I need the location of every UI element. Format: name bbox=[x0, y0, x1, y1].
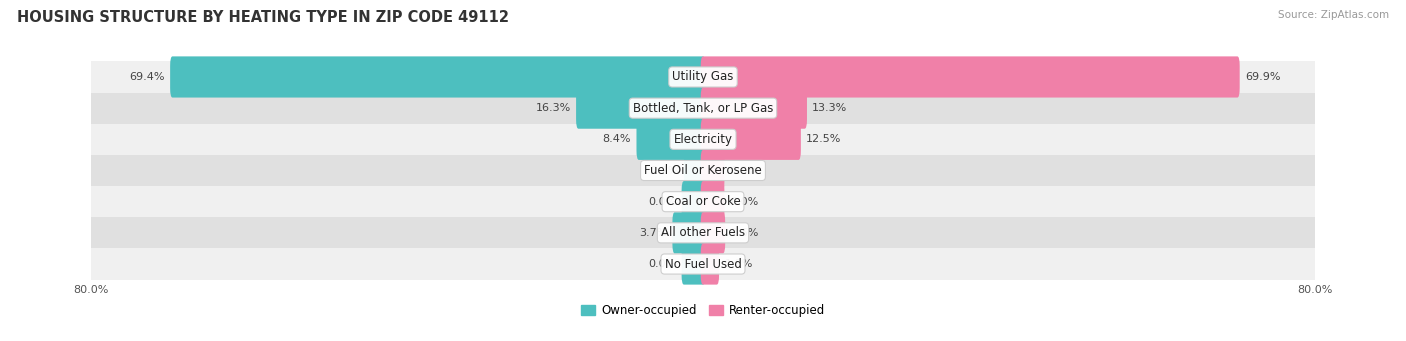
Text: HOUSING STRUCTURE BY HEATING TYPE IN ZIP CODE 49112: HOUSING STRUCTURE BY HEATING TYPE IN ZIP… bbox=[17, 10, 509, 25]
Bar bbox=[91, 249, 1315, 280]
FancyBboxPatch shape bbox=[576, 88, 706, 129]
FancyBboxPatch shape bbox=[700, 150, 724, 191]
Text: 0.0%: 0.0% bbox=[648, 197, 676, 207]
Bar bbox=[91, 124, 1315, 155]
FancyBboxPatch shape bbox=[672, 212, 706, 253]
Text: 0.0%: 0.0% bbox=[730, 197, 758, 207]
FancyBboxPatch shape bbox=[700, 243, 718, 285]
Text: 69.9%: 69.9% bbox=[1246, 72, 1281, 82]
Text: Electricity: Electricity bbox=[673, 133, 733, 146]
Text: 2.6%: 2.6% bbox=[731, 228, 759, 238]
FancyBboxPatch shape bbox=[700, 181, 724, 222]
FancyBboxPatch shape bbox=[700, 119, 801, 160]
FancyBboxPatch shape bbox=[637, 119, 706, 160]
FancyBboxPatch shape bbox=[682, 243, 706, 285]
Text: 2.2%: 2.2% bbox=[650, 165, 679, 176]
FancyBboxPatch shape bbox=[700, 88, 807, 129]
Text: 12.5%: 12.5% bbox=[806, 134, 842, 144]
Text: Utility Gas: Utility Gas bbox=[672, 71, 734, 84]
Bar bbox=[91, 61, 1315, 92]
Text: 3.7%: 3.7% bbox=[638, 228, 666, 238]
FancyBboxPatch shape bbox=[700, 56, 1240, 98]
FancyBboxPatch shape bbox=[682, 181, 706, 222]
FancyBboxPatch shape bbox=[683, 150, 706, 191]
Legend: Owner-occupied, Renter-occupied: Owner-occupied, Renter-occupied bbox=[576, 299, 830, 322]
Text: 8.4%: 8.4% bbox=[603, 134, 631, 144]
FancyBboxPatch shape bbox=[700, 212, 725, 253]
FancyBboxPatch shape bbox=[170, 56, 706, 98]
Text: Coal or Coke: Coal or Coke bbox=[665, 195, 741, 208]
Bar bbox=[91, 155, 1315, 186]
Bar bbox=[91, 217, 1315, 249]
Bar bbox=[91, 92, 1315, 124]
Bar bbox=[91, 186, 1315, 217]
Text: 0.0%: 0.0% bbox=[730, 165, 758, 176]
Text: 16.3%: 16.3% bbox=[536, 103, 571, 113]
Text: 0.0%: 0.0% bbox=[648, 259, 676, 269]
Text: Fuel Oil or Kerosene: Fuel Oil or Kerosene bbox=[644, 164, 762, 177]
Text: 1.8%: 1.8% bbox=[724, 259, 752, 269]
Text: Source: ZipAtlas.com: Source: ZipAtlas.com bbox=[1278, 10, 1389, 20]
Text: 13.3%: 13.3% bbox=[813, 103, 848, 113]
Text: All other Fuels: All other Fuels bbox=[661, 226, 745, 239]
Text: No Fuel Used: No Fuel Used bbox=[665, 257, 741, 270]
Text: Bottled, Tank, or LP Gas: Bottled, Tank, or LP Gas bbox=[633, 102, 773, 115]
Text: 69.4%: 69.4% bbox=[129, 72, 165, 82]
